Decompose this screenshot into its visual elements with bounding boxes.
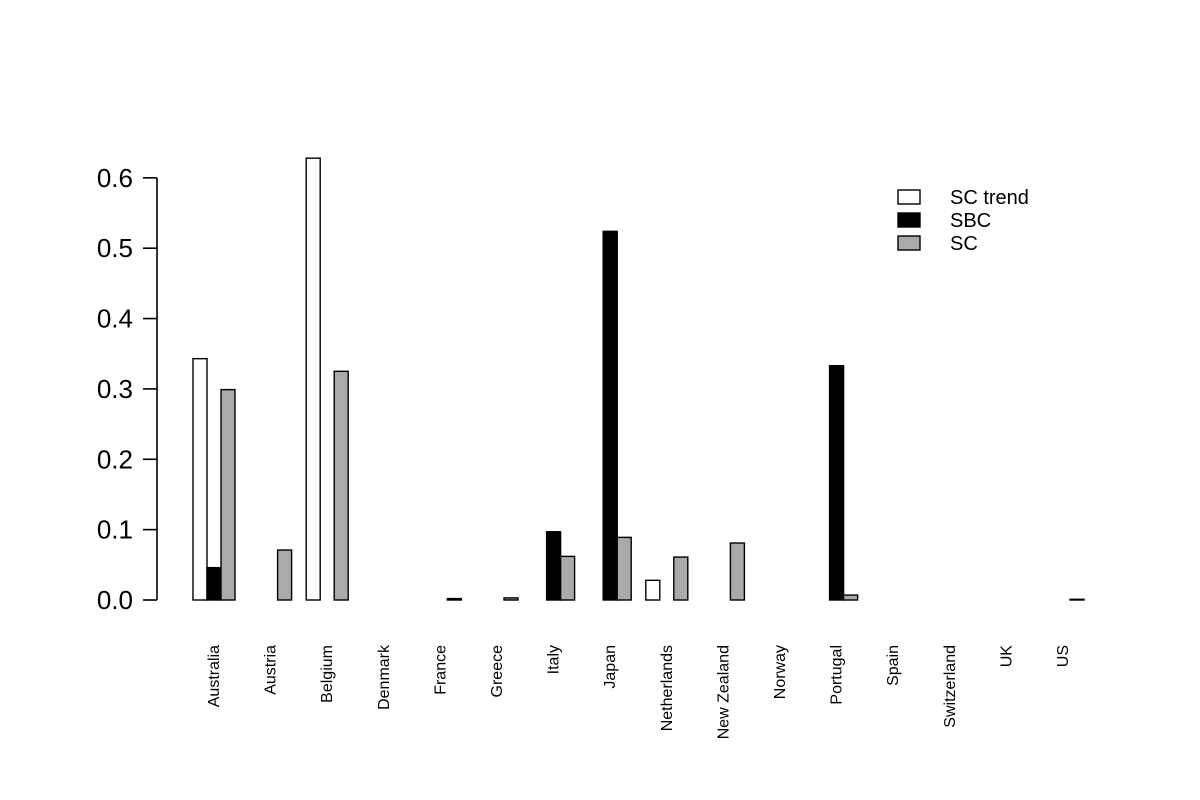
bar [1069,598,1085,601]
category-label: Italy [546,645,563,674]
y-tick-label: 0.6 [97,163,133,193]
y-tick-label: 0.5 [97,233,133,263]
bar [503,597,519,601]
y-tick-label: 0.3 [97,374,133,404]
bar [559,555,576,601]
category-label: Portugal [829,645,846,705]
legend-label: SBC [950,210,991,232]
legend-label: SC trend [950,187,1029,209]
bar [729,542,746,601]
y-axis: 0.0 0.1 0.2 0.3 0.4 0.5 0.6 [97,163,158,615]
bar [446,597,463,601]
category-label: UK [998,645,1015,668]
category-label: Denmark [376,644,393,710]
bars [192,157,1085,601]
category-label: France [432,645,449,695]
bar [545,531,562,601]
bar [333,370,349,601]
bar [842,594,859,601]
category-label: Austria [263,645,280,695]
legend-swatch [897,235,921,251]
category-label: Switzerland [942,645,959,728]
y-tick-label: 0.0 [97,585,133,615]
bar [220,388,236,601]
category-label: Belgium [319,645,336,703]
category-label: US [1055,645,1072,667]
y-tick-label: 0.2 [97,444,133,474]
bar [276,549,293,601]
bar [673,556,689,601]
category-label: Australia [206,645,223,707]
category-label: Netherlands [659,645,676,731]
bar [616,536,632,601]
bar [645,579,661,601]
category-label: Greece [489,645,506,698]
category-label: Japan [602,645,619,689]
y-tick-label: 0.4 [97,304,133,334]
bar [828,365,845,601]
legend-label: SC [950,233,978,255]
x-axis-labels: Australia Austria Belgium Denmark France Gree… [206,644,1072,739]
legend-swatch [897,212,921,228]
legend-swatch [897,189,921,205]
bar [602,230,618,601]
bar [192,357,208,601]
bar [305,157,321,601]
category-label: New Zealand [715,645,732,739]
category-label: Spain [885,645,902,686]
category-label: Norway [772,645,789,699]
bar [206,566,222,601]
y-tick-label: 0.1 [97,515,133,545]
